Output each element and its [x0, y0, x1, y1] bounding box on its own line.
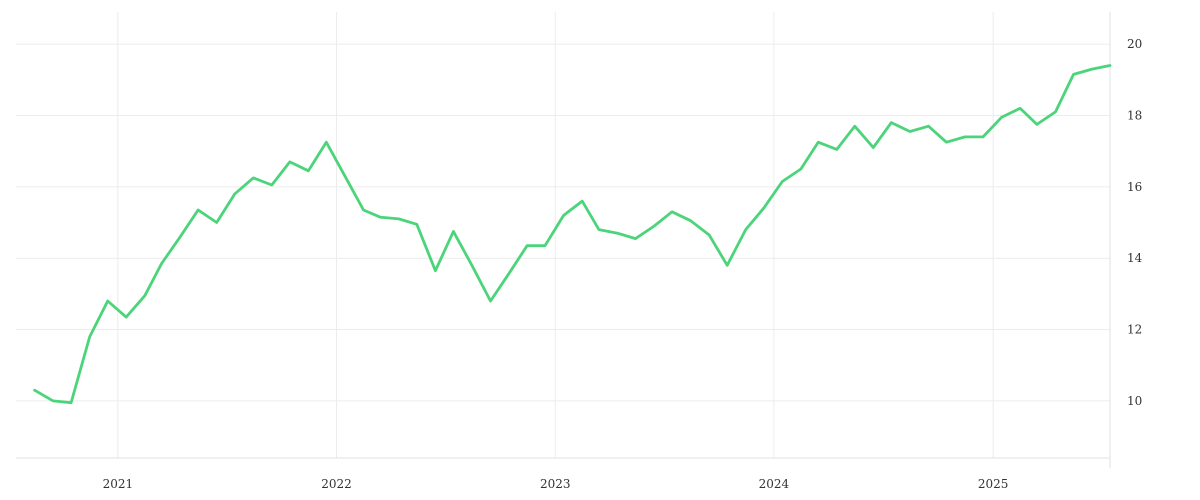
y-tick-label: 16	[1127, 180, 1142, 194]
x-tick-label: 2024	[759, 477, 790, 491]
x-tick-label: 2023	[540, 477, 571, 491]
series-layer	[33, 64, 1112, 405]
y-tick-label: 18	[1127, 108, 1142, 122]
x-tick-label: 2021	[103, 477, 134, 491]
tick-labels: 10 12 14 16 18 20 2021 2022 2023 2024 2025	[103, 37, 1143, 491]
y-tick-label: 20	[1127, 37, 1142, 51]
y-tick-label: 12	[1127, 323, 1142, 337]
gridlines	[16, 12, 1110, 458]
x-tick-label: 2022	[321, 477, 352, 491]
x-tick-label: 2025	[978, 477, 1009, 491]
series-line	[33, 64, 1112, 405]
y-tick-label: 10	[1127, 394, 1142, 408]
axes	[16, 12, 1111, 468]
y-tick-label: 14	[1127, 251, 1143, 265]
